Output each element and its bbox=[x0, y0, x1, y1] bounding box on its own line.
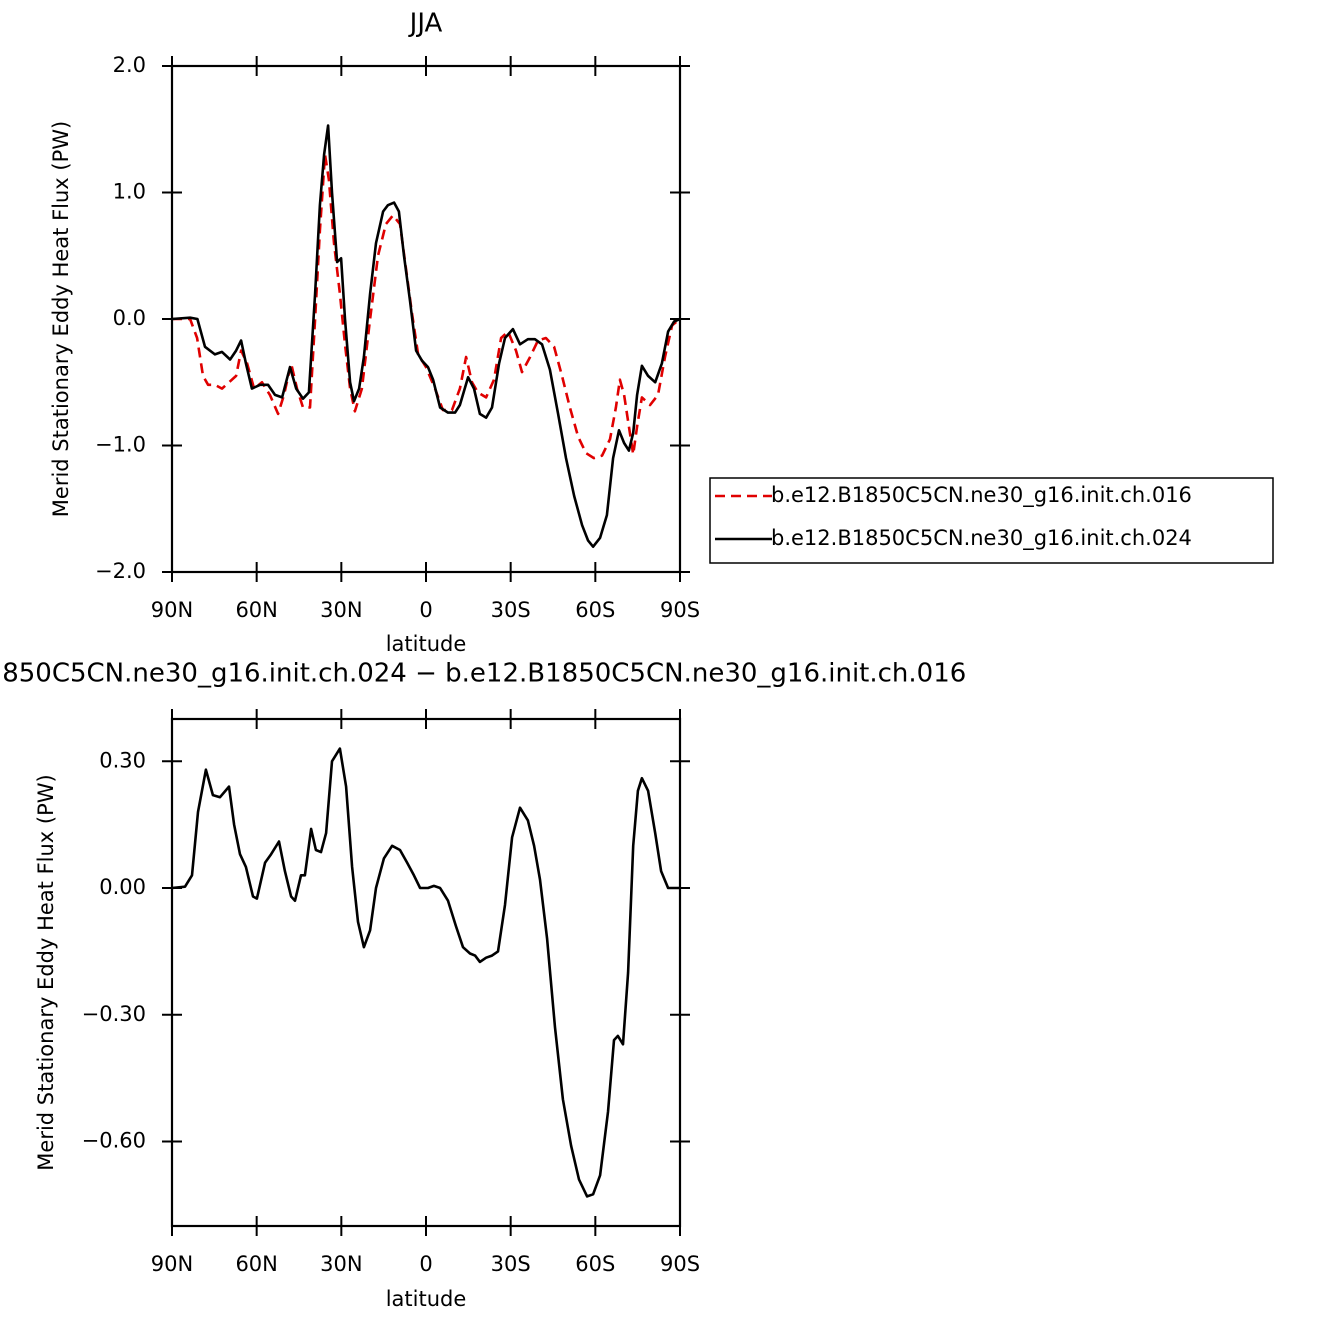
line-series bbox=[172, 153, 681, 460]
y-tick-label: 1.0 bbox=[113, 180, 146, 204]
x-tick-label: 90S bbox=[660, 1252, 700, 1276]
legend-label: b.e12.B1850C5CN.ne30_g16.init.ch.024 bbox=[771, 526, 1192, 551]
x-tick-label: 60S bbox=[575, 598, 615, 622]
plot-frame bbox=[170, 64, 682, 574]
chart-title: JJA bbox=[408, 9, 443, 39]
x-tick-label: 30N bbox=[320, 1252, 362, 1276]
x-tick-label: 90S bbox=[660, 598, 700, 622]
x-tick-label: 60N bbox=[235, 1252, 277, 1276]
x-tick-label: 60S bbox=[575, 1252, 615, 1276]
x-tick-label: 30S bbox=[491, 598, 531, 622]
x-tick-label: 0 bbox=[419, 1252, 432, 1276]
y-tick-label: −0.60 bbox=[82, 1129, 146, 1153]
legend-box bbox=[709, 477, 1274, 564]
y-tick-label: 0.00 bbox=[99, 875, 146, 899]
y-axis-label: Merid Stationary Eddy Heat Flux (PW) bbox=[34, 774, 58, 1170]
x-tick-label: 30S bbox=[491, 1252, 531, 1276]
y-tick-label: −1.0 bbox=[95, 433, 146, 457]
y-tick-label: 0.0 bbox=[113, 306, 146, 330]
y-axis-label: Merid Stationary Eddy Heat Flux (PW) bbox=[49, 121, 73, 517]
x-axis-label: latitude bbox=[386, 632, 467, 656]
legend-label: b.e12.B1850C5CN.ne30_g16.init.ch.016 bbox=[771, 483, 1192, 508]
line-series bbox=[171, 747, 680, 1198]
chart-title: b.e12.B1850C5CN.ne30_g16.init.ch.024 − b… bbox=[0, 659, 966, 689]
x-tick-label: 60N bbox=[235, 598, 277, 622]
x-axis-label: latitude bbox=[386, 1287, 467, 1311]
x-tick-label: 30N bbox=[320, 598, 362, 622]
x-tick-label: 0 bbox=[419, 598, 432, 622]
x-tick-label: 90N bbox=[151, 1252, 193, 1276]
y-tick-label: −0.30 bbox=[82, 1002, 146, 1026]
y-tick-label: 0.30 bbox=[99, 748, 146, 772]
x-tick-label: 90N bbox=[151, 598, 193, 622]
y-tick-label: 2.0 bbox=[113, 53, 146, 77]
line-series bbox=[171, 124, 681, 549]
y-tick-label: −2.0 bbox=[95, 559, 146, 583]
plot-frame bbox=[170, 717, 682, 1228]
